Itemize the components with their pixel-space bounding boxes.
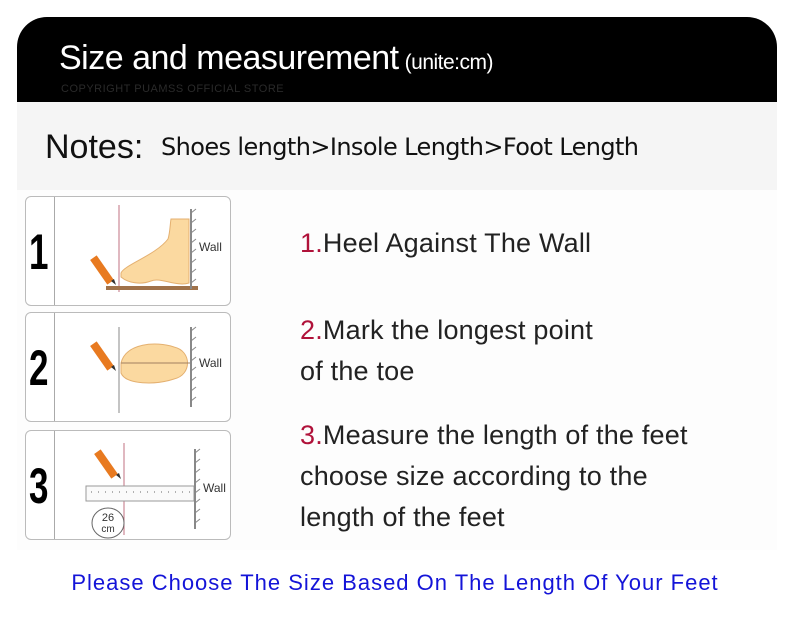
pencil-icon xyxy=(90,255,116,285)
notes-text: Shoes length>Insole Length>Foot Length xyxy=(161,133,639,161)
measure-value: 26 xyxy=(102,512,114,524)
panel-number: 1 xyxy=(29,224,49,280)
notes-band: Notes: Shoes length>Insole Length>Foot L… xyxy=(17,102,777,190)
measurement-badge xyxy=(91,507,125,539)
wall-icon xyxy=(194,448,201,529)
divider xyxy=(54,431,55,539)
unit-label: (unite:cm) xyxy=(404,51,494,74)
instructions-area: 1 Wall 2 Wall 3 xyxy=(17,190,777,550)
wall-label: Wall xyxy=(199,356,222,370)
step-2-illustration: 2 Wall xyxy=(25,312,231,422)
step-1-illustration: 1 Wall xyxy=(25,196,231,306)
step-1-text: 1.Heel Against The Wall xyxy=(300,223,591,264)
step-number: 3. xyxy=(300,420,323,450)
step-line: Mark the longest point xyxy=(322,315,593,345)
step-3-illustration: 3 26 cm Wall xyxy=(25,430,231,540)
notes-label: Notes: xyxy=(45,128,144,166)
copyright-watermark: COPYRIGHT PUAMSS OFFICIAL STORE xyxy=(61,83,285,95)
step-number: 1. xyxy=(300,228,323,258)
ruler-icon xyxy=(85,485,195,502)
step-3-text: 3.Measure the length of the feet choose s… xyxy=(300,415,688,538)
divider xyxy=(54,197,55,305)
wall-label: Wall xyxy=(203,481,226,495)
wall-icon xyxy=(190,208,197,289)
panel-number: 3 xyxy=(29,458,49,514)
mark-toe-illustration: Wall xyxy=(90,326,222,413)
step-line: Heel Against The Wall xyxy=(322,228,592,258)
step-line: Measure the length of the feet xyxy=(322,420,688,450)
page-title: Size and measurement (unite:cm) xyxy=(59,39,494,78)
measure-length-illustration: 26 cm Wall xyxy=(85,443,226,539)
step-number: 2. xyxy=(300,315,323,345)
pencil-icon xyxy=(94,449,121,479)
heel-against-wall-illustration: Wall xyxy=(90,205,222,292)
wall-label: Wall xyxy=(199,240,222,254)
header-banner: Size and measurement (unite:cm) COPYRIGHT… xyxy=(17,17,777,102)
step-line: choose size according to the xyxy=(300,461,648,491)
footer-note: Please Choose The Size Based On The Leng… xyxy=(71,570,719,595)
step-2-text: 2.Mark the longest point of the toe xyxy=(300,310,593,392)
title-text: Size and measurement xyxy=(59,39,399,77)
panel-number: 2 xyxy=(29,340,49,396)
divider xyxy=(54,313,55,421)
measure-unit: cm xyxy=(101,524,114,535)
pencil-icon xyxy=(90,341,116,371)
step-line: of the toe xyxy=(300,356,415,386)
wall-icon xyxy=(190,326,197,407)
step-line: length of the feet xyxy=(300,502,505,532)
